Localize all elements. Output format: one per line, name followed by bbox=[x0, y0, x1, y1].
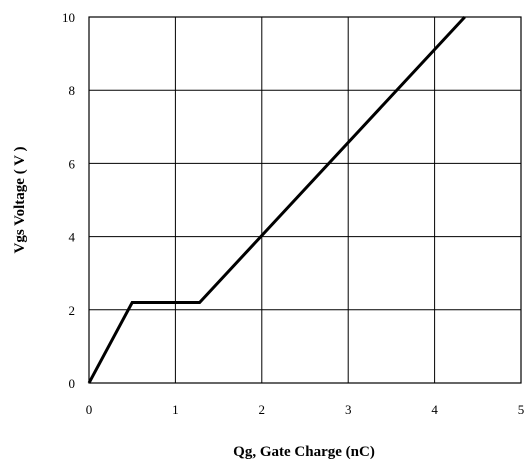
y-tick-label: 6 bbox=[69, 156, 76, 171]
y-tick-label: 0 bbox=[69, 376, 76, 391]
y-tick-label: 4 bbox=[69, 230, 76, 245]
y-tick-labels: 0 2 4 6 8 10 bbox=[62, 10, 76, 391]
x-tick-label: 5 bbox=[518, 402, 525, 417]
x-tick-label: 3 bbox=[345, 402, 352, 417]
y-tick-label: 8 bbox=[69, 83, 76, 98]
x-tick-label: 0 bbox=[86, 402, 93, 417]
x-axis-label: Qg, Gate Charge (nC) bbox=[233, 444, 375, 460]
x-tick-label: 1 bbox=[172, 402, 179, 417]
grid-lines bbox=[89, 17, 521, 383]
x-tick-label: 4 bbox=[431, 402, 438, 417]
x-tick-labels: 0 1 2 3 4 5 bbox=[86, 402, 525, 417]
y-tick-label: 10 bbox=[62, 10, 75, 25]
y-tick-label: 2 bbox=[69, 303, 76, 318]
plot-frame bbox=[88, 16, 522, 384]
x-tick-label: 2 bbox=[259, 402, 266, 417]
series-line bbox=[87, 15, 466, 384]
y-axis-label: Vgs Voltage ( V ) bbox=[12, 147, 28, 254]
